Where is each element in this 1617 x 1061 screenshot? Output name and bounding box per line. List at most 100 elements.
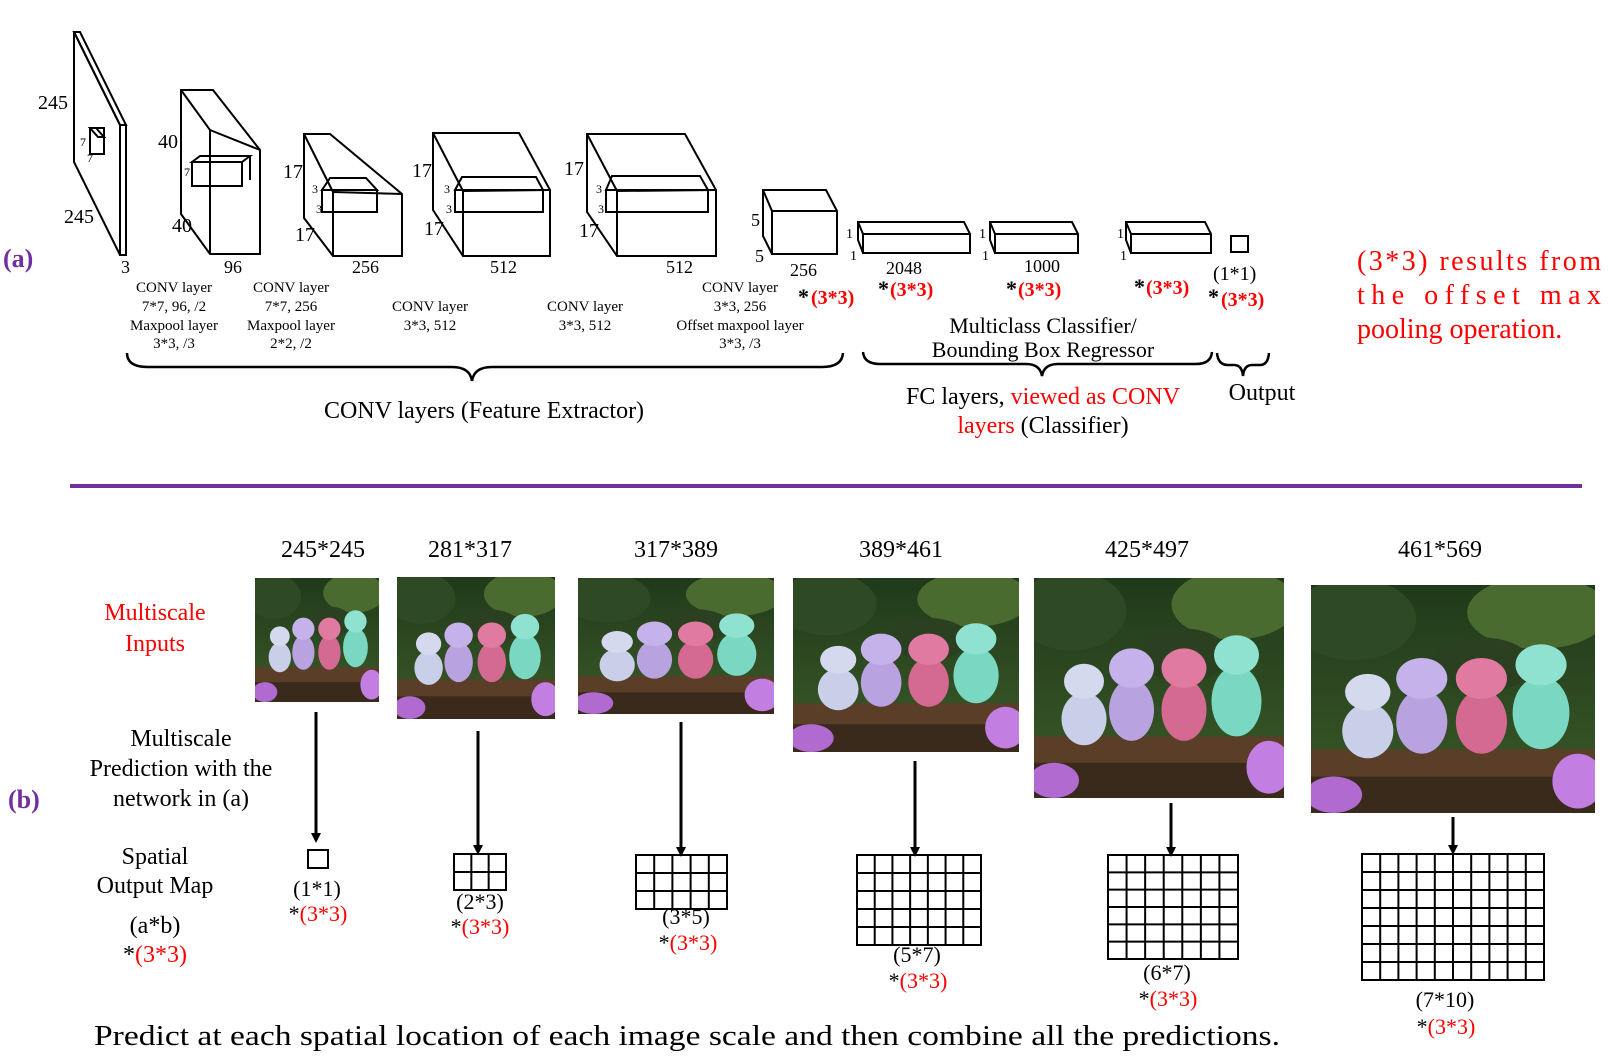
part-a-label: (a): [3, 244, 33, 273]
output-map-size: (3*5): [662, 904, 710, 929]
output-size: (1*1): [1213, 263, 1256, 285]
scale-size-label: 245*245: [281, 537, 365, 563]
classifier-label-line1: Multiclass Classifier/: [949, 313, 1137, 338]
kitten-image: [1311, 585, 1595, 813]
output-map-mult: *(3*3): [451, 914, 510, 939]
layer-6-height: 5: [751, 210, 760, 230]
layer-2-caption-line1: CONV layer: [136, 280, 212, 296]
output-group-label: Output: [1229, 380, 1296, 406]
scale-column-1: 245*245 (1*1)*(3*3): [255, 537, 379, 926]
row-label-inputs-line1: Multiscale: [104, 600, 205, 626]
scale-column-6: 461*569 (7*10)*(3*3): [1311, 537, 1595, 1039]
output-map-mult-red: (3*3): [1150, 986, 1198, 1011]
layer-5-caption-line1: CONV layer: [547, 299, 623, 315]
layer-6-caption-line4: 3*3, /3: [719, 336, 761, 352]
output-map-mult: *(3*3): [659, 930, 718, 955]
output-map-mult: *(3*3): [889, 968, 948, 993]
layer-5-kernel-w: 3: [598, 202, 604, 216]
layer-3-caption-line4: 2*2, /2: [270, 336, 312, 352]
output-map-mult: *(3*3): [289, 901, 348, 926]
output-grid: [307, 849, 329, 869]
layer-4-width: 17: [424, 218, 444, 240]
fc-layer-1-star: *: [878, 276, 889, 301]
output-map-star: *: [1417, 1014, 1428, 1039]
fc-layer-2-w: 1: [982, 249, 989, 264]
layer-5-width: 17: [579, 220, 599, 242]
row-label-ab-red: (3*3): [135, 942, 187, 968]
layer-4-box: [432, 132, 551, 257]
output-map-mult-red: (3*3): [462, 914, 510, 939]
layer-3-caption-line2: 7*7, 256: [265, 299, 318, 315]
grid-border: [307, 849, 329, 869]
grid-border: [856, 854, 982, 946]
layer-6-mult: (3*3): [811, 287, 854, 309]
footer-caption: Predict at each spatial location of each…: [94, 1021, 1280, 1052]
fc-layer-1-depth: 2048: [886, 258, 922, 278]
output-map-mult-red: (3*3): [900, 968, 948, 993]
fc-layer-3-mult: (3*3): [1146, 277, 1189, 299]
offset-note: (3*3) results from the offset max poolin…: [1357, 246, 1601, 345]
row-label-ab-star: *: [123, 942, 135, 968]
layer-2-caption-line2: 7*7, 96, /2: [142, 299, 206, 315]
output-grid: [856, 854, 982, 946]
layer-3-depth: 256: [352, 257, 379, 277]
scale-size-label: 461*569: [1398, 537, 1482, 563]
output-map-star: *: [451, 914, 462, 939]
kitten-image: [255, 578, 379, 702]
layer-6-caption-line3: Offset maxpool layer: [676, 318, 803, 334]
conv-brace: [125, 352, 845, 382]
fc-layer-1-h: 1: [846, 227, 853, 242]
output-map-mult: *(3*3): [1139, 986, 1198, 1011]
output-grid: [635, 854, 728, 910]
row-label-output-map: Spatial Output Map: [97, 844, 214, 899]
layer-2-width: 40: [172, 215, 192, 237]
fc-layer-1-mult: (3*3): [890, 279, 933, 301]
layer-2-kernel: 7: [184, 165, 190, 179]
kitten-image: [793, 578, 1019, 752]
row-label-inputs-line2: Inputs: [125, 631, 185, 657]
layer-4-kernel-w: 3: [446, 202, 452, 216]
row-label-ab: (a*b): [130, 913, 181, 939]
fc-layer-2-mult: (3*3): [1018, 279, 1061, 301]
output-grid: [1361, 853, 1545, 981]
layer-3-box: [303, 133, 403, 257]
layer-1-depth: 3: [121, 257, 130, 277]
row-label-output-map-line1: Spatial: [122, 844, 189, 870]
output-star: *: [1208, 284, 1219, 309]
output-grid: [1107, 854, 1239, 960]
output-map-star: *: [659, 930, 670, 955]
conv-group-label: CONV layers (Feature Extractor): [324, 398, 644, 424]
layer-3-caption-line1: CONV layer: [253, 280, 329, 296]
fc-layer-2-h: 1: [979, 227, 986, 242]
layer-5-height: 17: [564, 158, 584, 180]
offset-note-line3: pooling operation.: [1357, 314, 1562, 345]
layer-3-kernel-w: 3: [316, 202, 322, 216]
layer-2-caption: CONV layer 7*7, 96, /2 Maxpool layer 3*3…: [130, 280, 218, 352]
part-b-label: (b): [8, 785, 40, 814]
row-label-prediction-line1: Multiscale: [130, 726, 231, 752]
layer-6-depth: 256: [790, 260, 817, 280]
layer-4-caption: CONV layer 3*3, 512: [392, 299, 468, 334]
layer-3-caption-line3: Maxpool layer: [247, 318, 335, 334]
layer-1-height: 245: [38, 92, 68, 114]
layer-5-box: [586, 133, 717, 257]
layer-6-box: [762, 189, 838, 255]
layer-3-height: 17: [283, 161, 303, 183]
layer-1-slab: [72, 31, 128, 256]
output-map-mult-red: (3*3): [300, 901, 348, 926]
layer-5-caption-line2: 3*3, 512: [559, 318, 612, 334]
layer-4-height: 17: [412, 160, 432, 182]
output-unit-box: [1230, 235, 1249, 253]
layer-6-caption-line1: CONV layer: [702, 280, 778, 296]
output-brace: [1215, 352, 1271, 377]
fc-layer-2-box: [989, 221, 1079, 254]
fc-layer-3-box: [1125, 221, 1212, 254]
layer-4-depth: 512: [490, 257, 517, 277]
output-map-star: *: [889, 968, 900, 993]
kitten-image: [578, 578, 774, 714]
layer-4-caption-line1: CONV layer: [392, 299, 468, 315]
fc-layer-2-depth: 1000: [1024, 256, 1060, 276]
output-map-mult-red: (3*3): [670, 930, 718, 955]
classifier-label: Multiclass Classifier/ Bounding Box Regr…: [932, 313, 1155, 362]
